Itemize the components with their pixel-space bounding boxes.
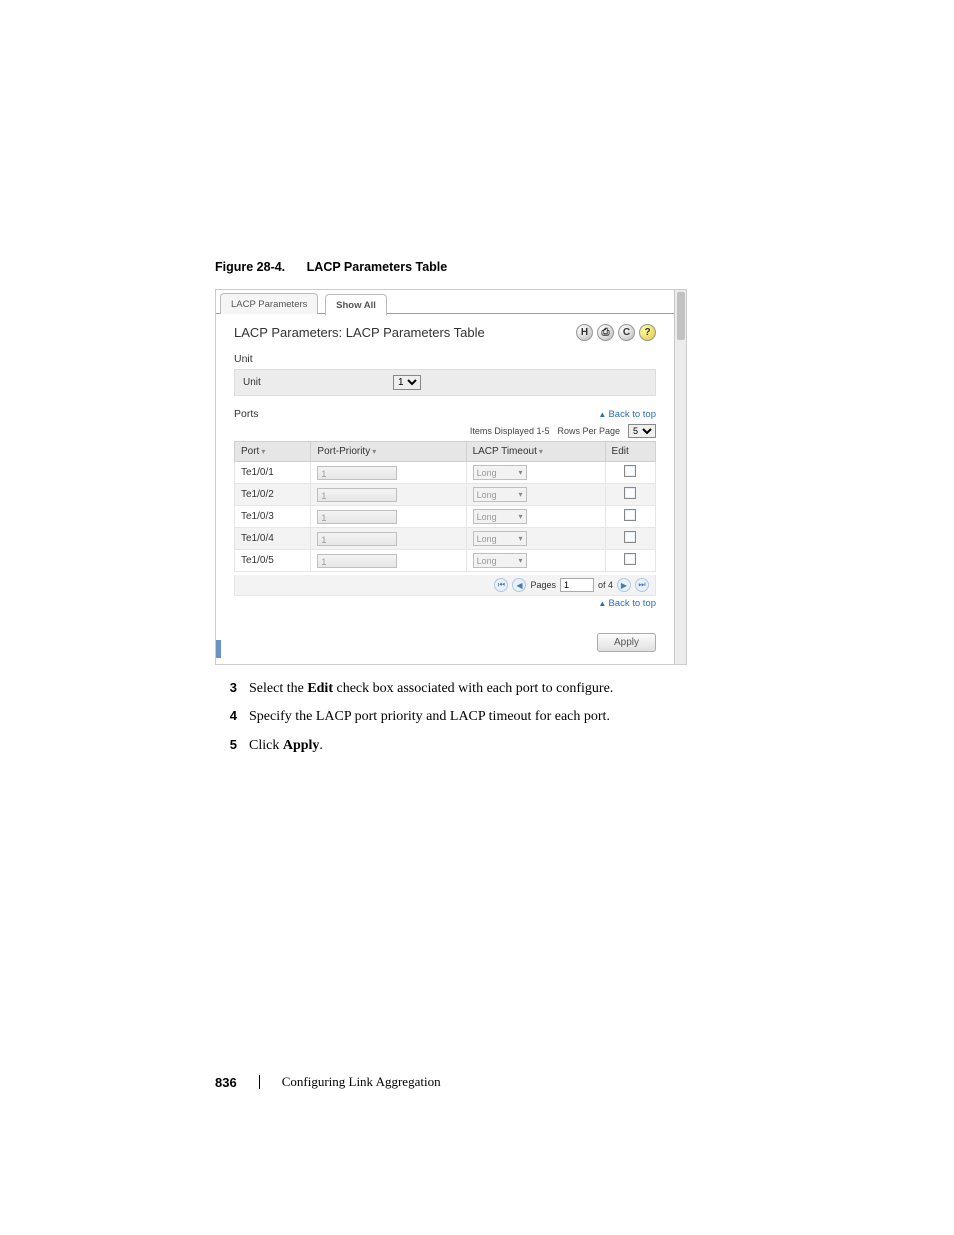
footer-divider [259, 1075, 260, 1089]
table-row: Te1/0/5 1 Long▾ [235, 550, 656, 572]
tab-show-all[interactable]: Show All [325, 294, 387, 316]
page-footer: 836 Configuring Link Aggregation [215, 1074, 441, 1090]
print-icon[interactable]: ⎙ [597, 324, 614, 341]
step-number: 5 [215, 736, 237, 755]
items-displayed: Items Displayed 1-5 [470, 426, 550, 436]
figure-label: Figure 28-4. [215, 260, 285, 274]
port-cell: Te1/0/1 [235, 462, 311, 484]
tabs-bar: LACP Parameters Show All [216, 290, 686, 314]
port-cell: Te1/0/2 [235, 484, 311, 506]
edit-checkbox[interactable] [624, 553, 636, 565]
priority-input[interactable]: 1 [317, 466, 397, 480]
col-port[interactable]: Port▾ [235, 442, 311, 462]
table-row: Te1/0/1 1 Long▾ [235, 462, 656, 484]
step-3: 3 Select the Edit check box associated w… [215, 679, 739, 699]
edit-checkbox[interactable] [624, 465, 636, 477]
table-row: Te1/0/2 1 Long▾ [235, 484, 656, 506]
unit-select[interactable]: 1 [393, 375, 421, 390]
priority-input[interactable]: 1 [317, 488, 397, 502]
timeout-select[interactable]: Long▾ [473, 487, 527, 502]
prev-page-button[interactable]: ◀ [512, 578, 526, 592]
step-4: 4 Specify the LACP port priority and LAC… [215, 707, 739, 727]
first-page-button[interactable]: ⏮ [494, 578, 508, 592]
step-text: Click Apply. [249, 736, 323, 756]
unit-heading: Unit [234, 353, 656, 365]
col-priority[interactable]: Port-Priority▾ [311, 442, 466, 462]
apply-button[interactable]: Apply [597, 633, 656, 652]
refresh-icon[interactable]: C [618, 324, 635, 341]
timeout-select[interactable]: Long▾ [473, 509, 527, 524]
priority-input[interactable]: 1 [317, 532, 397, 546]
timeout-select[interactable]: Long▾ [473, 553, 527, 568]
back-to-top-link[interactable]: Back to top [598, 409, 656, 420]
port-cell: Te1/0/4 [235, 528, 311, 550]
edit-checkbox[interactable] [624, 487, 636, 499]
page-input[interactable] [560, 578, 594, 592]
help-icon[interactable]: ? [639, 324, 656, 341]
rows-per-page-select[interactable]: 5 [628, 424, 656, 438]
selection-bar [216, 640, 221, 658]
last-page-button[interactable]: ⏭ [635, 578, 649, 592]
step-text: Specify the LACP port priority and LACP … [249, 707, 610, 727]
priority-input[interactable]: 1 [317, 510, 397, 524]
table-row: Te1/0/4 1 Long▾ [235, 528, 656, 550]
ports-meta: Items Displayed 1-5 Rows Per Page 5 [234, 424, 656, 438]
next-page-button[interactable]: ▶ [617, 578, 631, 592]
ports-table: Port▾ Port-Priority▾ LACP Timeout▾ Edit … [234, 441, 656, 572]
edit-checkbox[interactable] [624, 509, 636, 521]
pages-label: Pages [530, 580, 556, 590]
timeout-select[interactable]: Long▾ [473, 531, 527, 546]
rows-per-page-label: Rows Per Page [557, 426, 620, 436]
instruction-list: 3 Select the Edit check box associated w… [215, 679, 739, 756]
scrollbar-thumb[interactable] [677, 292, 685, 340]
scrollbar[interactable] [674, 290, 686, 664]
port-cell: Te1/0/5 [235, 550, 311, 572]
save-icon[interactable]: H [576, 324, 593, 341]
pagination: ⏮ ◀ Pages of 4 ▶ ⏭ [234, 575, 656, 596]
footer-section: Configuring Link Aggregation [282, 1074, 441, 1090]
port-cell: Te1/0/3 [235, 506, 311, 528]
figure-caption: Figure 28-4. LACP Parameters Table [215, 260, 739, 274]
table-row: Te1/0/3 1 Long▾ [235, 506, 656, 528]
timeout-select[interactable]: Long▾ [473, 465, 527, 480]
panel-toolbar: H ⎙ C ? [576, 324, 656, 341]
col-timeout[interactable]: LACP Timeout▾ [466, 442, 605, 462]
ports-heading: Ports [234, 408, 259, 420]
panel-title: LACP Parameters: LACP Parameters Table [234, 325, 485, 340]
col-edit: Edit [605, 442, 655, 462]
step-5: 5 Click Apply. [215, 736, 739, 756]
unit-label: Unit [243, 377, 393, 388]
step-text: Select the Edit check box associated wit… [249, 679, 613, 699]
figure-title: LACP Parameters Table [307, 260, 448, 274]
of-label: of 4 [598, 580, 613, 590]
unit-row: Unit 1 [234, 369, 656, 396]
step-number: 3 [215, 679, 237, 698]
back-to-top-link[interactable]: Back to top [598, 598, 656, 609]
tab-lacp-parameters[interactable]: LACP Parameters [220, 293, 318, 314]
screenshot-panel: LACP Parameters Show All LACP Parameters… [215, 289, 687, 665]
step-number: 4 [215, 707, 237, 726]
edit-checkbox[interactable] [624, 531, 636, 543]
priority-input[interactable]: 1 [317, 554, 397, 568]
page-number: 836 [215, 1075, 237, 1090]
